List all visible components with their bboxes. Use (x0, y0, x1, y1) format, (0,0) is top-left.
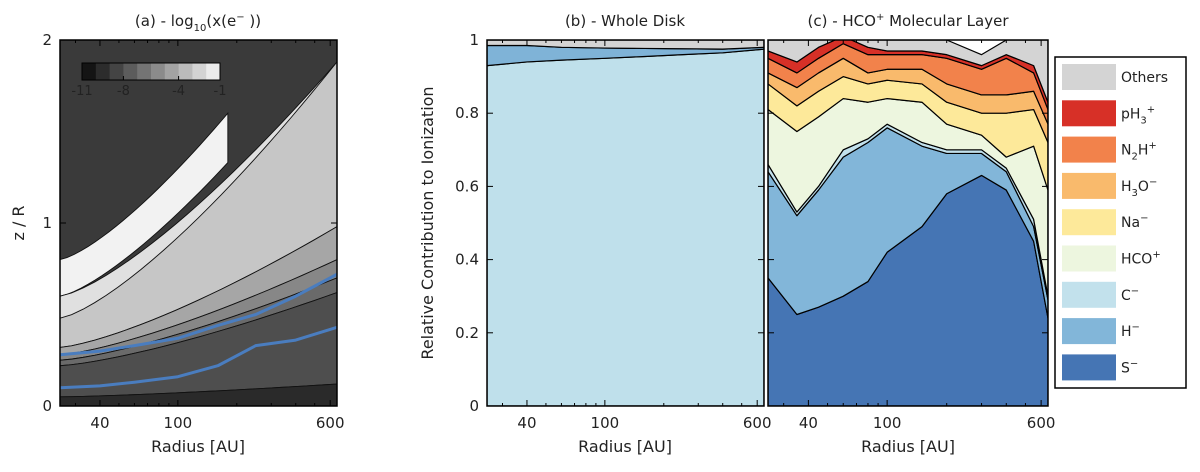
panel-c-xtick-label: 600 (1027, 414, 1056, 432)
legend-swatch-n-h (1062, 136, 1116, 163)
legend-swatch-c (1062, 281, 1116, 308)
panel-a-title-suffix: )) (245, 12, 261, 30)
panel-b-area-c (487, 48, 764, 406)
contour-band-level-m10 (60, 383, 337, 406)
panel-b-ytick-label: 0.4 (455, 251, 479, 269)
legend-label-ph: pH3+ (1121, 104, 1155, 126)
panel-b-ylabel: Relative Contribution to Ionization (418, 86, 437, 359)
panel-a-ylabel: z / R (9, 205, 28, 240)
panel-a-xlabel: Radius [AU] (151, 437, 245, 456)
hco-layer-line-upper (60, 272, 337, 357)
panel-c-areas (768, 40, 1048, 406)
panel-c-title-prefix: (c) - HCO (807, 12, 875, 30)
colorbar-frame (81, 62, 221, 81)
panel-b-ytick-label: 0.2 (455, 324, 479, 342)
panel-a-title-prefix: (a) - log (135, 12, 194, 30)
panel-c-ticks: 40 100 600 (768, 39, 1056, 432)
panel-a-xtick-label: 40 (90, 414, 109, 432)
panel-b-ytick-label: 0.6 (455, 177, 479, 195)
panel-a-ytick-label: 1 (42, 214, 52, 232)
panel-b-area-others (487, 40, 764, 50)
colorbar-swatch (206, 63, 221, 80)
colorbar-swatch (151, 63, 166, 80)
panel-a-contour-bands (60, 61, 337, 406)
panel-a-colorbar: -11 -8 -4 -1 (71, 62, 227, 99)
panel-c-xlabel: Radius [AU] (861, 437, 955, 456)
colorbar-swatch (192, 63, 207, 80)
panel-b-xtick-label: 100 (591, 414, 620, 432)
colorbar-swatch (123, 63, 138, 80)
legend-swatch-na (1062, 209, 1116, 236)
panel-b-title: (b) - Whole Disk (565, 12, 685, 30)
panel-c-frame (767, 39, 1049, 407)
panel-c-area-others (768, 40, 1048, 103)
panel-b-xtick-label: 600 (743, 414, 772, 432)
legend-swatch-h-o (1062, 172, 1116, 199)
hco-layer-line-lower (60, 325, 337, 390)
panel-c-title-suffix: Molecular Layer (884, 12, 1009, 30)
colorbar-swatch (95, 63, 111, 80)
colorbar-swatch (82, 63, 97, 80)
legend-swatch-hco (1062, 245, 1116, 272)
panel-b-ytick-label: 0.8 (455, 104, 479, 122)
panel-a-title: (a) - log10(x(e− )) (135, 12, 261, 34)
legend-label-others: Others (1121, 70, 1168, 86)
legend-label-hco: HCO+ (1121, 250, 1161, 268)
colorbar-tick-label: -1 (214, 84, 227, 99)
panel-a-ticks: 40 100 600 0 1 2 (42, 31, 344, 432)
panel-a-electron-fraction: 40 100 600 0 1 2 (a) - log10(x(e− )) Radius [… (9, 12, 345, 456)
panel-a-title-mid: (x(e (206, 12, 236, 30)
panel-c-xtick-label: 40 (799, 414, 818, 432)
panel-a-title-sub: 10 (194, 23, 207, 34)
panel-a-ytick-label: 0 (42, 397, 52, 415)
panel-a-ytick-label: 2 (42, 31, 52, 49)
panel-c-xtick-label: 100 (873, 414, 902, 432)
panel-c-title: (c) - HCO+ Molecular Layer (807, 12, 1009, 30)
colorbar-swatch (164, 63, 180, 80)
legend-swatch-s (1062, 354, 1116, 381)
colorbar-swatch (178, 63, 193, 80)
contour-band-level-m1 (60, 111, 229, 297)
panel-b-xlabel: Radius [AU] (578, 437, 672, 456)
panel-b-xtick-label: 40 (517, 414, 536, 432)
panel-b-ticks: 40 100 600 0 0.2 0.4 0.6 0.8 1 (455, 31, 771, 432)
panel-a-title-sup: − (236, 12, 244, 23)
colorbar-tick-label: -11 (71, 84, 92, 99)
panel-a-xtick-label: 600 (316, 414, 345, 432)
legend-label-n-h: N2H+ (1121, 141, 1157, 163)
panel-c-hco-molecular-layer: 40 100 600 (c) - HCO+ Molecular Layer Radi… (767, 12, 1056, 456)
legend-label-h-o: H3O− (1121, 177, 1157, 199)
legend-swatch-others (1062, 64, 1116, 90)
panel-a-xtick-label: 100 (164, 414, 193, 432)
colorbar-swatch (109, 63, 124, 80)
panel-c-title-sup: + (876, 12, 884, 23)
panel-b-ytick-label: 1 (469, 31, 479, 49)
legend-swatch-h (1062, 318, 1116, 345)
panel-b-ytick-label: 0 (469, 397, 479, 415)
panel-b-areas (487, 40, 764, 406)
colorbar-tick-label: -4 (172, 84, 185, 99)
panel-b-frame (486, 39, 765, 407)
panel-a-hco-layer-lines (60, 272, 337, 390)
colorbar-tick-label: -8 (117, 84, 130, 99)
legend-swatch-ph (1062, 100, 1116, 127)
colorbar-swatch (137, 63, 152, 80)
